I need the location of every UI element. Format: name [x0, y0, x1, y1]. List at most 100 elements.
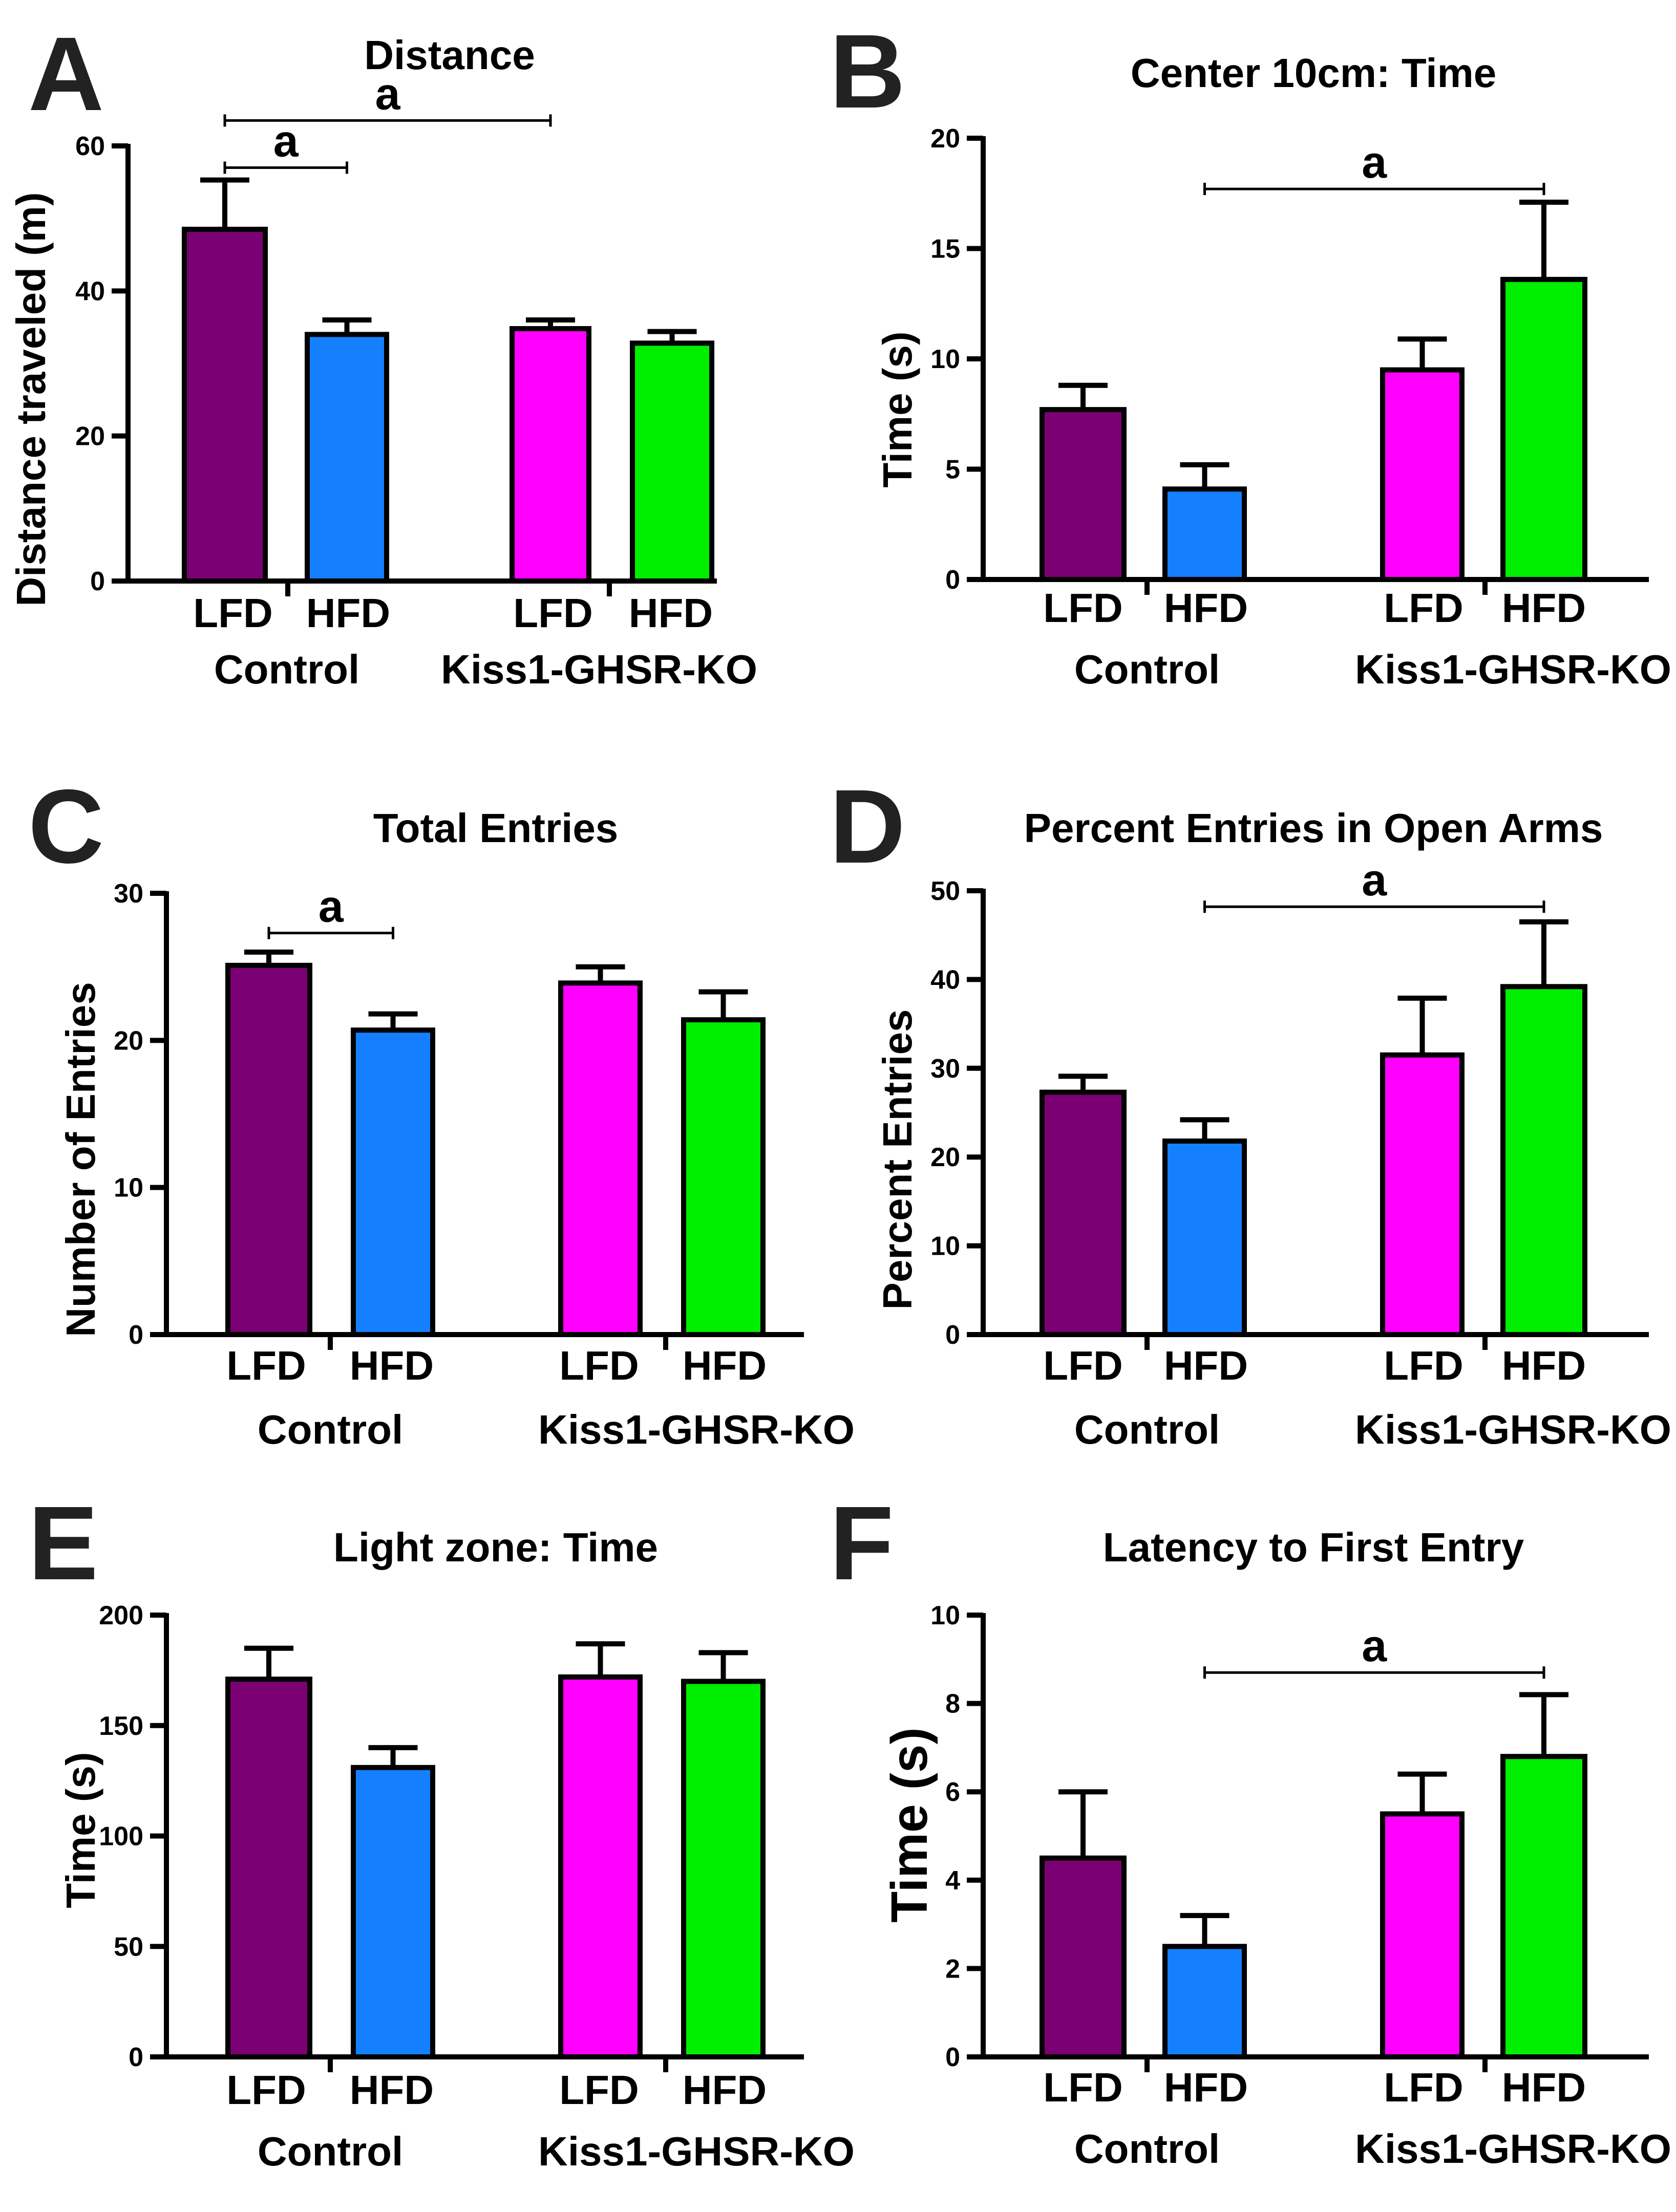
y-tick-label: 100 [99, 1822, 143, 1852]
y-tick-label: 4 [945, 1866, 960, 1896]
significance-label: a [375, 68, 401, 119]
significance-label: a [319, 881, 344, 932]
y-tick-label: 20 [930, 1143, 960, 1172]
panel-c: C Total Entries Number of Entries 0 10 20 30 LF… [28, 768, 855, 1452]
x-group-label: Control [214, 647, 359, 692]
bar-ko-hfd [681, 1679, 766, 2059]
x-category-label: HFD [1164, 585, 1248, 631]
x-category-label: HFD [350, 2067, 434, 2113]
y-tick-label: 0 [90, 567, 105, 596]
y-axis-label: Percent Entries [875, 1010, 920, 1310]
x-category-label: HFD [683, 2067, 767, 2113]
y-tick-label: 6 [945, 1777, 960, 1807]
x-group-label: Kiss1-GHSR-KO [538, 1407, 855, 1452]
x-category-label: HFD [629, 590, 713, 636]
y-axis-label: Time (s) [58, 1752, 103, 1908]
bar-ko-lfd [558, 980, 643, 1337]
y-axis-label: Number of Entries [58, 982, 103, 1337]
y-tick-label: 2 [945, 1954, 960, 1984]
y-axis-label: Time (s) [881, 1727, 938, 1923]
panel-letter-a: A [28, 15, 104, 133]
x-category-label: LFD [1384, 2065, 1463, 2110]
x-category-label: LFD [1043, 2065, 1123, 2110]
bar-ko-lfd [558, 1674, 643, 2060]
y-tick-label: 5 [945, 455, 960, 485]
y-tick-label: 30 [114, 879, 143, 909]
y-tick-label: 50 [930, 876, 960, 906]
x-group-label: Control [258, 1407, 403, 1452]
significance-label: a [1362, 854, 1387, 905]
x-category-label: LFD [226, 1343, 306, 1388]
panel-e: E Light zone: Time Time (s) 0 50 100 150 200 LFD… [28, 1485, 855, 2174]
x-category-label: HFD [1164, 1343, 1248, 1388]
y-tick-label: 50 [114, 1932, 143, 1962]
bar-control-lfd [1039, 1855, 1127, 2059]
y-tick-label: 15 [930, 234, 960, 264]
x-category-label: HFD [1164, 2065, 1248, 2110]
y-tick-label: 0 [945, 2043, 960, 2072]
x-category-label: HFD [350, 1343, 434, 1388]
x-group-label: Kiss1-GHSR-KO [1355, 1407, 1671, 1452]
chart-title: Center 10cm: Time [1131, 50, 1496, 96]
x-category-label: LFD [1043, 585, 1123, 631]
bar-control-lfd [225, 962, 312, 1337]
x-group-label: Kiss1-GHSR-KO [441, 647, 757, 692]
bar-ko-lfd [1380, 1811, 1465, 2060]
x-category-label: HFD [1502, 2065, 1586, 2110]
y-tick-label: 20 [114, 1026, 143, 1056]
y-tick-label: 10 [930, 1232, 960, 1261]
chart-title: Total Entries [373, 805, 619, 851]
panel-letter-d: D [830, 768, 905, 885]
y-tick-label: 60 [75, 132, 105, 161]
y-tick-label: 0 [129, 1320, 143, 1350]
y-tick-label: 10 [114, 1173, 143, 1203]
x-group-label: Control [1074, 647, 1220, 692]
x-group-label: Control [1074, 1407, 1220, 1452]
panel-letter-c: C [28, 768, 104, 885]
x-category-label: LFD [559, 2067, 639, 2113]
x-category-label: LFD [1043, 1343, 1123, 1388]
x-category-label: HFD [1502, 585, 1586, 631]
y-tick-label: 10 [930, 345, 960, 374]
bar-control-hfd [1162, 486, 1247, 582]
y-tick-label: 40 [75, 276, 105, 306]
bar-ko-hfd [681, 1017, 766, 1337]
y-tick-label: 40 [930, 965, 960, 995]
x-group-label: Kiss1-GHSR-KO [1355, 647, 1671, 692]
panel-letter-f: F [830, 1485, 894, 1602]
x-category-label: LFD [193, 590, 273, 636]
bar-ko-lfd [1380, 1052, 1465, 1338]
panel-f: F Latency to First Entry Time (s) 0 2 4 6 8 10 LF… [830, 1485, 1671, 2172]
y-tick-label: 10 [930, 1601, 960, 1630]
x-category-label: HFD [683, 1343, 767, 1388]
x-category-label: LFD [1384, 1343, 1463, 1388]
chart-title: Distance [364, 32, 535, 78]
significance-label: a [1362, 137, 1387, 187]
x-category-label: LFD [1384, 585, 1463, 631]
y-tick-label: 0 [945, 1320, 960, 1350]
significance-label: a [273, 116, 299, 166]
significance-label: a [1362, 1620, 1387, 1671]
bar-ko-hfd [1500, 1754, 1587, 2059]
bar-control-lfd [225, 1677, 312, 2059]
y-tick-label: 150 [99, 1711, 143, 1741]
bar-ko-lfd [1380, 367, 1465, 582]
panel-a: A Distance Distance traveled (m) 0 20 40 60 LFD… [8, 15, 757, 692]
bar-ko-hfd [630, 340, 714, 584]
y-tick-label: 30 [930, 1054, 960, 1084]
panel-letter-e: E [28, 1485, 98, 1602]
x-category-label: HFD [306, 590, 390, 636]
panel-d: D Percent Entries in Open Arms Percent Ent… [830, 768, 1671, 1452]
y-tick-label: 0 [129, 2043, 143, 2072]
y-axis-label: Distance traveled (m) [8, 192, 54, 606]
bar-control-lfd [1039, 1089, 1127, 1337]
bar-control-hfd [305, 332, 389, 584]
x-group-label: Kiss1-GHSR-KO [1355, 2126, 1671, 2172]
y-tick-label: 8 [945, 1689, 960, 1719]
bar-ko-hfd [1500, 984, 1587, 1337]
y-tick-label: 0 [945, 565, 960, 595]
bar-control-lfd [1039, 407, 1127, 582]
x-category-label: LFD [559, 1343, 639, 1388]
chart-title: Latency to First Entry [1103, 1524, 1524, 1570]
